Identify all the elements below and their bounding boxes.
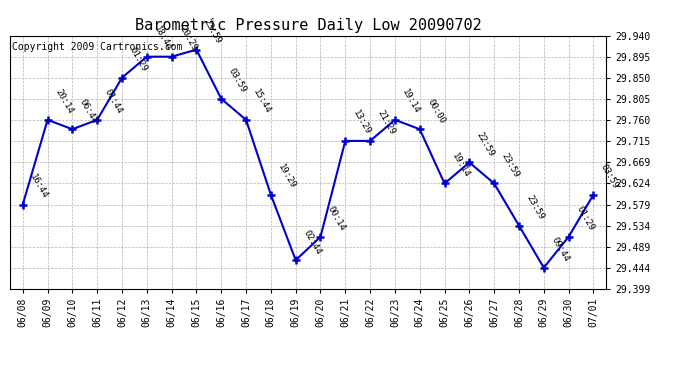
Title: Barometric Pressure Daily Low 20090702: Barometric Pressure Daily Low 20090702 bbox=[135, 18, 482, 33]
Text: 23:59: 23:59 bbox=[202, 18, 224, 45]
Text: 03:59: 03:59 bbox=[227, 67, 248, 94]
Text: Copyright 2009 Cartronics.com: Copyright 2009 Cartronics.com bbox=[12, 42, 182, 52]
Text: 16:44: 16:44 bbox=[28, 172, 50, 200]
Text: 19:14: 19:14 bbox=[400, 88, 422, 116]
Text: 01:29: 01:29 bbox=[574, 205, 595, 232]
Text: 00:00: 00:00 bbox=[425, 97, 446, 125]
Text: 22:59: 22:59 bbox=[475, 130, 496, 158]
Text: 06:44: 06:44 bbox=[78, 97, 99, 125]
Text: 13:29: 13:29 bbox=[351, 109, 372, 137]
Text: 19:14: 19:14 bbox=[450, 152, 471, 179]
Text: 01:29: 01:29 bbox=[128, 46, 149, 74]
Text: 23:59: 23:59 bbox=[524, 194, 546, 221]
Text: 20:29: 20:29 bbox=[177, 25, 199, 52]
Text: 20:14: 20:14 bbox=[53, 88, 75, 116]
Text: 02:44: 02:44 bbox=[302, 228, 322, 256]
Text: 15:44: 15:44 bbox=[252, 88, 273, 116]
Text: 03:59: 03:59 bbox=[599, 163, 620, 190]
Text: 00:14: 00:14 bbox=[326, 205, 347, 232]
Text: 18:44: 18:44 bbox=[152, 25, 174, 52]
Text: 19:29: 19:29 bbox=[277, 163, 297, 190]
Text: 21:29: 21:29 bbox=[375, 109, 397, 137]
Text: 09:44: 09:44 bbox=[549, 236, 571, 264]
Text: 23:59: 23:59 bbox=[500, 152, 521, 179]
Text: 01:44: 01:44 bbox=[103, 88, 124, 116]
